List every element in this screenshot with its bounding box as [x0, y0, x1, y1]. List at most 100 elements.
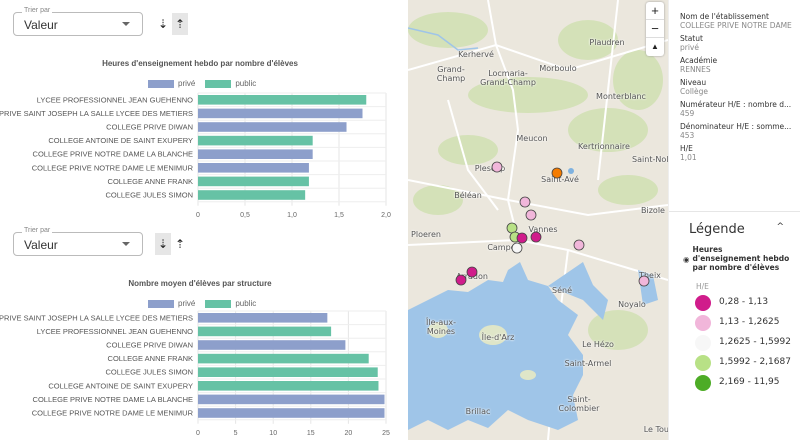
bar[interactable] [198, 326, 332, 337]
detail-value: 459 [680, 109, 695, 118]
detail-value: 453 [680, 131, 695, 140]
sort-asc-button[interactable]: ⇡ [172, 13, 188, 35]
bar[interactable] [198, 163, 309, 173]
map-label: Theix [639, 271, 661, 280]
bar[interactable] [198, 408, 385, 418]
legend-class: 1,2625 - 1,5992 [695, 335, 795, 351]
map-label: Béléan [454, 191, 482, 200]
chart-title: Nombre moyen d'élèves par structure [128, 279, 272, 288]
school-marker[interactable] [525, 209, 537, 221]
legend-label: privé [178, 299, 196, 308]
legend-dot [695, 315, 711, 331]
zoom-in-button[interactable]: + [646, 2, 664, 20]
tick-label: 0 [196, 212, 200, 219]
school-marker[interactable] [466, 266, 478, 278]
map-label: Saint-Avé [541, 175, 579, 184]
sort-label: Trier par [22, 227, 53, 234]
bar[interactable] [198, 313, 328, 323]
legend-dot [695, 355, 711, 371]
school-marker[interactable] [516, 232, 528, 244]
sort-label: Trier par [22, 7, 53, 14]
school-marker[interactable] [511, 242, 523, 254]
bar[interactable] [198, 353, 369, 364]
map-label: Ploeren [411, 230, 441, 239]
sort-desc-button[interactable]: ⇣ [157, 17, 169, 31]
detail-value: COLLEGE PRIVE NOTRE DAME [680, 21, 792, 30]
detail-key: Niveau [680, 78, 707, 87]
school-marker[interactable] [530, 231, 542, 243]
category-label: COLLEGE ANTOINE DE SAINT EXUPERY [48, 381, 193, 390]
bar[interactable] [198, 340, 346, 350]
zoom-out-button[interactable]: − [646, 20, 664, 38]
sort-select-1[interactable]: Trier par Valeur [13, 7, 143, 36]
category-label: LYCEE PROFESSIONNEL JEAN GUEHENNO [37, 95, 193, 104]
school-marker[interactable] [638, 275, 650, 287]
legend-dot [695, 335, 711, 351]
sort-desc-button[interactable]: ⇣ [155, 233, 171, 255]
map-label: Saint-Colombier [558, 395, 600, 413]
legend-class-label: 1,2625 - 1,5992 [719, 337, 791, 347]
legend-class-label: 1,13 - 1,2625 [719, 317, 780, 327]
bar[interactable] [198, 122, 347, 132]
map[interactable]: Kerhervé Grand-Champ Locmaria-Grand-Cham… [408, 0, 668, 440]
school-marker[interactable] [551, 167, 563, 179]
map-label: Le Hézo [582, 340, 614, 349]
school-marker[interactable] [491, 161, 503, 173]
bar[interactable] [198, 108, 363, 119]
detail-value: Collège [680, 87, 708, 96]
school-marker[interactable] [455, 274, 467, 286]
detail-key: Statut [680, 34, 703, 43]
legend-class-label: 2,169 - 11,95 [719, 377, 780, 387]
sort-select-2[interactable]: Trier par Valeur [13, 227, 143, 256]
bar[interactable] [198, 95, 367, 105]
bar[interactable] [198, 135, 313, 146]
detail-value: 1,01 [680, 153, 697, 162]
chart-legend: privé public [148, 299, 256, 308]
bar[interactable] [198, 149, 313, 159]
map-label: Saint-Armel [564, 359, 612, 368]
category-label: COLLEGE ANTOINE DE SAINT EXUPERY [48, 136, 193, 145]
map-label: Séné [552, 286, 572, 295]
bar[interactable] [198, 176, 309, 187]
school-marker[interactable] [506, 222, 518, 234]
detail-key: Nom de l'établissement [680, 12, 769, 21]
school-marker[interactable] [573, 239, 585, 251]
map-label: Plescop [474, 164, 506, 173]
legend-layer-title: Heures d'enseignement hebdo par nombre d… [692, 245, 790, 272]
map-label: Île-aux-Moines [426, 318, 456, 336]
sort-asc-button[interactable]: ⇡ [174, 237, 186, 251]
legend-class-label: 1,5992 - 2,1687 [719, 357, 791, 367]
tick-label: 20 [345, 430, 353, 437]
legend-swatch-prive [148, 299, 174, 308]
feature-details: Nom de l'établissement COLLEGE PRIVE NOTR… [669, 0, 800, 212]
bar[interactable] [198, 367, 378, 377]
detail-key: Dénominateur H/E : somme... [680, 122, 792, 131]
bar[interactable] [198, 381, 379, 391]
compass-reset-button[interactable]: ▲ [651, 42, 659, 51]
tick-label: 1,0 [287, 212, 297, 219]
tick-label: 1,5 [334, 212, 344, 219]
category-label: PRIVE SAINT JOSEPH LA SALLE LYCEE DES ME… [0, 313, 193, 322]
chart-legend: privé public [148, 79, 256, 88]
detail-key: Académie [680, 56, 718, 65]
map-label: Vannes [528, 225, 558, 234]
info-panel: Nom de l'établissement COLLEGE PRIVE NOTR… [668, 0, 800, 440]
bar[interactable] [198, 190, 306, 200]
map-basemap [408, 0, 668, 440]
category-label: COLLEGE PRIVE NOTRE DAME LE MENIMUR [32, 163, 194, 172]
school-marker[interactable] [519, 196, 531, 208]
legend-class: 0,28 - 1,13 [695, 295, 795, 311]
legend-classes: 0,28 - 1,13 1,13 - 1,2625 1,2625 - 1,5992 1… [669, 295, 800, 391]
map-label: Le Tour [643, 425, 668, 434]
legend-header[interactable]: Légende ^ [689, 222, 784, 237]
legend-label: privé [178, 79, 196, 88]
legend-swatch-prive [148, 79, 174, 88]
category-label: COLLEGE PRIVE DIWAN [106, 341, 193, 350]
category-label: COLLEGE ANNE FRANK [108, 177, 193, 186]
tick-label: 5 [234, 430, 238, 437]
chevron-up-icon[interactable]: ^ [776, 222, 784, 232]
tick-label: 0 [196, 430, 200, 437]
bar[interactable] [198, 394, 385, 405]
eye-icon[interactable]: ◉ [683, 255, 690, 264]
category-label: COLLEGE PRIVE DIWAN [106, 123, 193, 132]
